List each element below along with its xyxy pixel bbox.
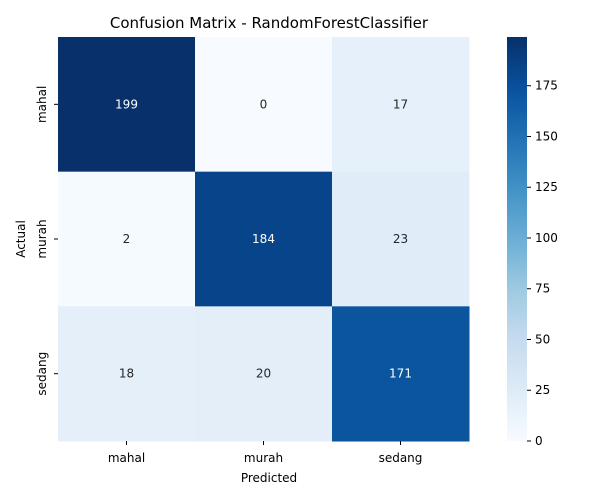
colorbar	[507, 37, 527, 441]
heatmap-cell	[58, 306, 196, 442]
heatmap-cell	[332, 37, 470, 173]
heatmap-cell	[58, 37, 196, 173]
colorbar-tick-label: 25	[535, 383, 550, 397]
y-tick-label: murah	[35, 219, 49, 258]
heatmap-cell	[332, 171, 470, 307]
heatmap-cell	[58, 171, 196, 307]
y-tick-label: sedang	[35, 352, 49, 396]
colorbar-tick-label: 0	[535, 434, 543, 448]
x-axis-ticks: mahal murah sedang	[108, 441, 423, 465]
colorbar-tick-label: 100	[535, 231, 558, 245]
x-tick-label: murah	[244, 451, 283, 465]
cell-value-label: 23	[393, 232, 408, 246]
cell-value-label: 17	[393, 97, 408, 111]
y-axis-ticks: mahal murah sedang	[35, 86, 58, 396]
colorbar-ticks: 0 25 50 75 100 125 150 175	[527, 79, 558, 448]
colorbar-tick-label: 50	[535, 332, 550, 346]
cell-value-label: 199	[115, 97, 138, 111]
colorbar-tick-label: 125	[535, 180, 558, 194]
cell-value-label: 171	[389, 367, 412, 381]
heatmap-cell	[332, 306, 470, 442]
cell-value-label: 2	[123, 232, 131, 246]
colorbar-tick-label: 75	[535, 282, 550, 296]
cell-value-label: 0	[260, 97, 268, 111]
x-tick-label: sedang	[379, 451, 423, 465]
cell-value-label: 20	[256, 367, 271, 381]
chart-title: Confusion Matrix - RandomForestClassifie…	[110, 14, 429, 32]
y-axis-label: Actual	[14, 220, 28, 258]
heatmap-cell	[195, 306, 333, 442]
colorbar-tick-label: 150	[535, 129, 558, 143]
heatmap-grid: 199 0 17 2 184 23 18 20 171	[58, 37, 470, 442]
y-tick-label: mahal	[35, 86, 49, 123]
cell-value-label: 18	[119, 367, 134, 381]
x-tick-label: mahal	[108, 451, 145, 465]
colorbar-tick-label: 175	[535, 79, 558, 93]
x-axis-label: Predicted	[241, 471, 297, 485]
heatmap-cell	[195, 37, 333, 173]
cell-value-label: 184	[252, 232, 275, 246]
heatmap-cell	[195, 171, 333, 307]
